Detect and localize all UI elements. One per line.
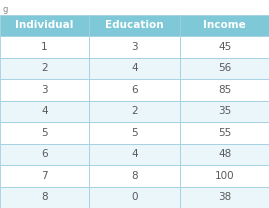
Text: 0: 0 (131, 192, 138, 202)
Text: 6: 6 (131, 85, 138, 95)
Bar (180, 144, 269, 165)
Bar (89, 100, 180, 122)
Text: 38: 38 (218, 192, 231, 202)
Bar (89, 165, 180, 187)
Text: 85: 85 (218, 85, 231, 95)
Text: 1: 1 (41, 42, 48, 52)
Bar (89, 36, 180, 58)
Bar (180, 165, 269, 187)
Bar (89, 144, 180, 165)
Text: 5: 5 (131, 128, 138, 138)
Bar (0, 79, 89, 100)
Text: Income: Income (203, 20, 246, 30)
Bar (180, 58, 269, 79)
Text: g: g (3, 5, 8, 14)
Text: 6: 6 (41, 149, 48, 159)
Bar (180, 79, 269, 100)
Text: 4: 4 (131, 149, 138, 159)
Text: 8: 8 (41, 192, 48, 202)
Text: Education: Education (105, 20, 164, 30)
Text: 100: 100 (215, 171, 234, 181)
Bar (0, 122, 89, 144)
Bar (0, 187, 89, 208)
Bar (0, 58, 89, 79)
Text: 3: 3 (131, 42, 138, 52)
Bar (0, 165, 89, 187)
Bar (0, 144, 89, 165)
Text: 5: 5 (41, 128, 48, 138)
Text: 2: 2 (131, 106, 138, 116)
Text: 56: 56 (218, 63, 231, 73)
Bar (180, 187, 269, 208)
Bar (89, 79, 180, 100)
Bar (180, 15, 269, 36)
Text: 3: 3 (41, 85, 48, 95)
Text: 55: 55 (218, 128, 231, 138)
Text: 45: 45 (218, 42, 231, 52)
Bar (0, 100, 89, 122)
Text: Individual: Individual (15, 20, 74, 30)
Bar (180, 36, 269, 58)
Bar (180, 122, 269, 144)
Bar (180, 100, 269, 122)
Bar (0, 15, 89, 36)
Text: 35: 35 (218, 106, 231, 116)
Text: 4: 4 (131, 63, 138, 73)
Text: 4: 4 (41, 106, 48, 116)
Bar (89, 122, 180, 144)
Text: 8: 8 (131, 171, 138, 181)
Text: 48: 48 (218, 149, 231, 159)
Bar (89, 187, 180, 208)
Text: 7: 7 (41, 171, 48, 181)
Bar (89, 15, 180, 36)
Text: 2: 2 (41, 63, 48, 73)
Bar (89, 58, 180, 79)
Bar (0, 36, 89, 58)
